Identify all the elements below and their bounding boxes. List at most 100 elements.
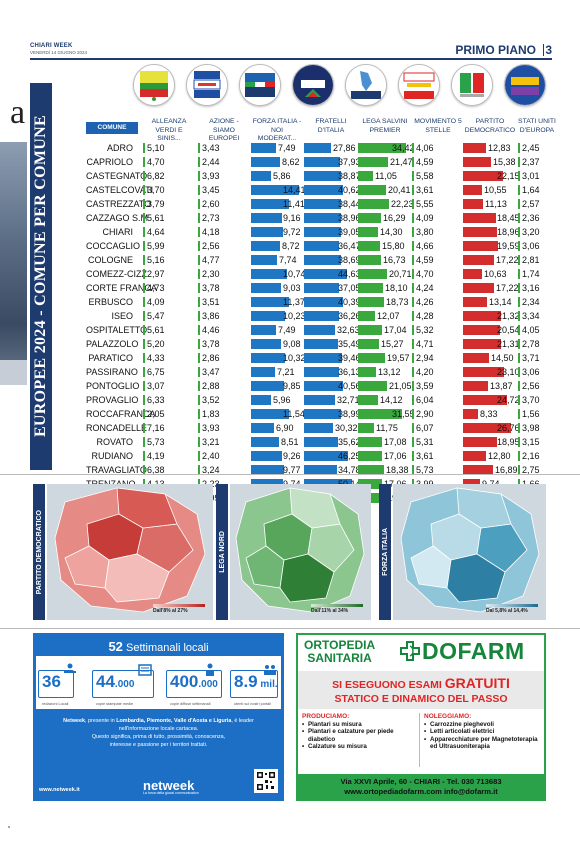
table-cell: 2,81 <box>518 253 556 267</box>
cell-value: 3,78 <box>202 283 220 293</box>
cell-value: 1,74 <box>522 269 540 279</box>
value-tick <box>198 157 200 167</box>
table-cell: 35,49 <box>304 337 361 351</box>
value-bar <box>251 185 299 195</box>
value-bar <box>304 367 339 377</box>
value-tick <box>518 213 520 223</box>
table-cell: 3,61 <box>412 449 464 463</box>
table-cell: 39,05 <box>304 225 361 239</box>
table-cell: 7,74 <box>251 253 303 267</box>
table-cell: 3,86 <box>198 309 250 323</box>
table-cell: 3,24 <box>198 463 250 477</box>
table-cell: 27,86 <box>304 141 358 155</box>
value-tick <box>412 325 414 335</box>
table-cell: 14,12 <box>358 393 412 407</box>
table-cell: 2,36 <box>518 211 556 225</box>
avs-logo <box>133 64 175 106</box>
table-cell: 2,45 <box>518 141 556 155</box>
value-tick <box>143 241 145 251</box>
value-tick <box>412 241 414 251</box>
value-tick <box>143 409 145 419</box>
cell-value: 10,63 <box>484 269 507 279</box>
value-tick <box>412 283 414 293</box>
cell-value: 40,56 <box>338 381 361 391</box>
table-header: COMUNE ALLEANZA VERDI E SINIS... AZIONE -… <box>86 116 556 142</box>
cell-value: 1,56 <box>522 409 540 419</box>
cell-value: 5,55 <box>416 199 434 209</box>
cell-value: 14,50 <box>491 353 514 363</box>
section-title: PRIMO PIANO <box>455 43 536 57</box>
map-label-lega: LEGA NORD <box>218 531 226 573</box>
table-cell: 13,87 <box>463 379 517 393</box>
table-cell: 32,71 <box>304 393 360 407</box>
value-tick <box>412 395 414 405</box>
dofarm-noleggiamo: NOLEGGIAMO: Carrozzine pieghevoli Letti … <box>424 713 540 750</box>
value-tick <box>518 143 520 153</box>
cell-value: 4,64 <box>147 227 165 237</box>
cell-value: 11,41 <box>283 199 305 209</box>
table-cell: 4,77 <box>198 253 250 267</box>
value-tick <box>518 283 520 293</box>
netweek-url[interactable]: www.netweek.it <box>39 787 80 793</box>
table-cell: 6,90 <box>251 421 303 435</box>
table-cell: 14,41 <box>251 183 306 197</box>
table-cell: 34,78 <box>304 463 361 477</box>
value-tick <box>518 353 520 363</box>
value-bar <box>463 381 488 391</box>
table-cell: 9,26 <box>251 449 303 463</box>
cell-value: 15,27 <box>381 339 404 349</box>
map-legend-pd: Dall'8% al 27% <box>153 604 205 614</box>
table-row: ROVATO 5,73 3,21 8,51 35,62 17,08 5,31 18,95 3,1… <box>86 435 552 449</box>
table-cell: 12,07 <box>358 309 412 323</box>
cell-value: 5,10 <box>147 143 165 153</box>
value-tick <box>518 451 520 461</box>
comune-name: CHIARI <box>102 227 133 237</box>
cell-value: 8,62 <box>282 157 300 167</box>
cell-value: 21,32 <box>497 311 520 321</box>
cell-value: 7,21 <box>277 367 295 377</box>
cell-value: 2,40 <box>202 451 220 461</box>
table-cell: 37,05 <box>304 281 361 295</box>
table-row: CASTEGNATO 6,82 3,93 5,86 38,87 11,05 5,58 22,1… <box>86 169 552 183</box>
cell-value: 36,47 <box>338 241 361 251</box>
value-tick <box>143 269 145 279</box>
table-cell: 3,07 <box>143 379 195 393</box>
table-row: TRAVAGLIATO 6,38 3,24 9,77 34,78 18,38 5,73 16,… <box>86 463 552 477</box>
cell-value: 3,16 <box>522 283 540 293</box>
value-bar <box>304 157 340 167</box>
dofarm-name: DOFARM <box>422 638 525 664</box>
cell-value: 27,86 <box>333 143 356 153</box>
table-cell: 3,21 <box>198 435 250 449</box>
value-tick <box>518 269 520 279</box>
value-bar <box>251 339 281 349</box>
comune-name: ROVATO <box>96 437 133 447</box>
cell-value: 2,56 <box>202 241 220 251</box>
table-cell: 3,61 <box>412 183 464 197</box>
cell-value: 21,31 <box>497 339 520 349</box>
cell-value: 5,73 <box>416 465 434 475</box>
table-cell: 10,74 <box>251 267 306 281</box>
value-tick <box>143 255 145 265</box>
map-band-lega: LEGA NORD <box>216 484 228 620</box>
value-tick <box>198 255 200 265</box>
table-cell: 17,04 <box>358 323 412 337</box>
map-fi: Dal 5,8% al 14,4% <box>393 484 546 620</box>
table-cell: 9,85 <box>251 379 303 393</box>
cell-value: 14,12 <box>380 395 403 405</box>
cell-value: 18,73 <box>386 297 409 307</box>
cell-value: 5,20 <box>147 339 165 349</box>
value-bar <box>358 493 385 503</box>
value-bar <box>463 465 493 475</box>
value-tick <box>412 213 414 223</box>
comune-name: PONTOGLIO <box>86 381 140 391</box>
table-cell: 3,98 <box>518 421 556 435</box>
cell-value: 2,60 <box>202 199 220 209</box>
cell-value: 6,75 <box>147 367 165 377</box>
table-cell: 2,78 <box>518 337 556 351</box>
netweek-count: 52 <box>108 639 123 654</box>
dofarm-web[interactable]: www.ortopediadofarm.com info@dofarm.it <box>344 787 498 796</box>
dofarm-header: ORTOPEDIA SANITARIA DOFARM <box>298 635 544 671</box>
comune-name: COLOGNE <box>87 255 133 265</box>
map-pd: Dall'8% al 27% <box>47 484 213 620</box>
table-cell: 20,54 <box>463 323 520 337</box>
